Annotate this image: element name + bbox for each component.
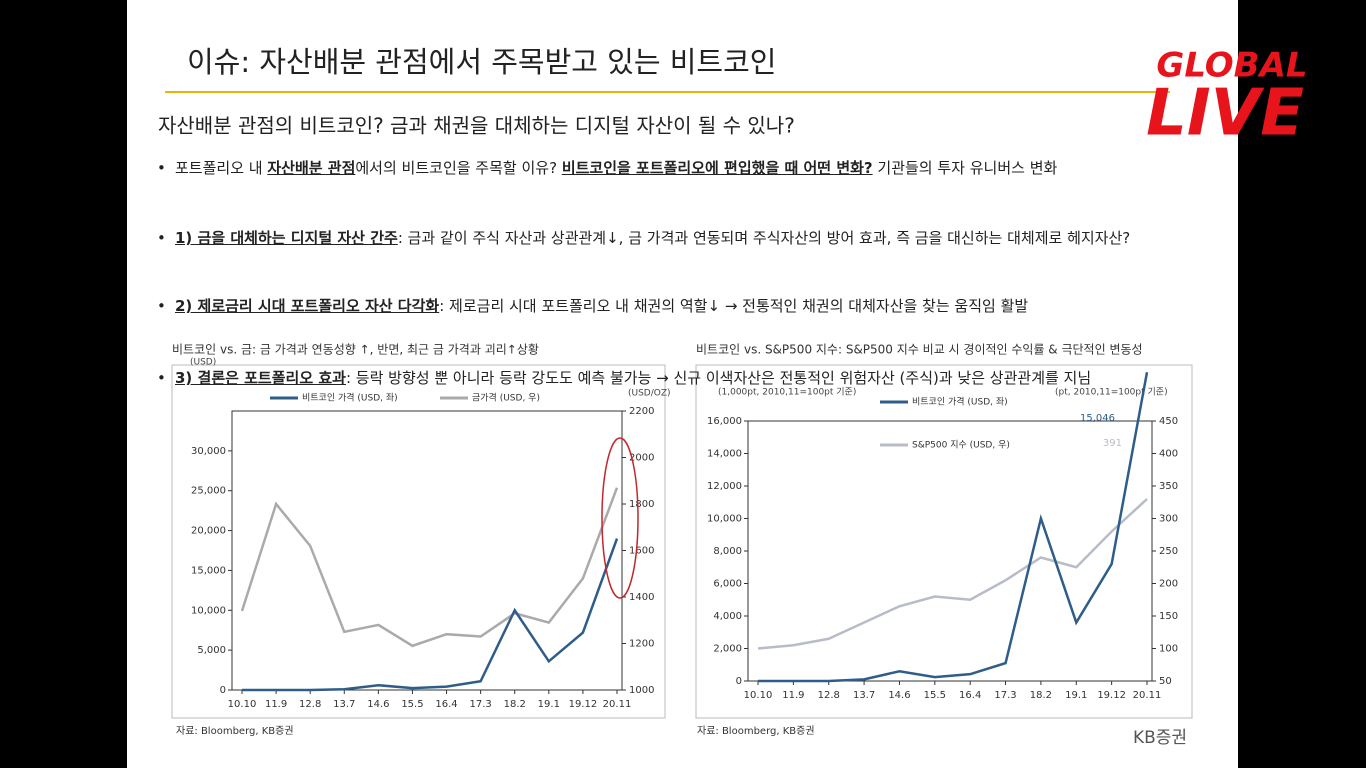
y-tick-label: 10,000 xyxy=(707,514,742,525)
series-line xyxy=(757,498,1148,650)
annotation: 391 xyxy=(1103,438,1122,449)
bullet-text: : 금과 같이 주식 자산과 상관관계↓, 금 가격과 연동되며 주식자산의 방… xyxy=(397,229,1131,247)
bullet: 1) 금을 대체하는 디지털 자산 간주: 금과 같이 주식 자산과 상관관계↓… xyxy=(157,223,1220,253)
x-tick-label: 19.1 xyxy=(538,699,560,710)
footer: KB증권 xyxy=(1133,728,1187,748)
x-tick-label: 16.4 xyxy=(435,699,457,710)
x-tick-label: 16.4 xyxy=(959,690,981,701)
y2-tick-label: 400 xyxy=(1159,449,1178,460)
x-tick-label: 19.1 xyxy=(1065,690,1087,701)
bullet-text: 에서의 비트코인을 주목할 이유? xyxy=(355,159,562,177)
series-line xyxy=(242,538,619,692)
y2-tick-label: 1400 xyxy=(629,592,654,603)
y2-tick-label: 50 xyxy=(1159,676,1172,687)
x-tick-label: 18.2 xyxy=(504,699,526,710)
y-tick-label: 15,000 xyxy=(191,565,226,576)
y-tick-label: 30,000 xyxy=(191,446,226,457)
bullet-text: 비트코인을 포트폴리오에 편입했을 때 어떤 변화? xyxy=(561,159,873,177)
subtitle: 자산배분 관점의 비트코인? 금과 채권을 대체하는 디지털 자산이 될 수 있… xyxy=(158,114,795,138)
bullet-text: : 제로금리 시대 포트폴리오 내 채권의 역할↓ → 전통적인 채권의 대체자… xyxy=(439,297,1029,315)
y-tick-label: 0 xyxy=(736,676,742,687)
x-tick-label: 20.11 xyxy=(603,699,632,710)
bullet-text: 2) 제로금리 시대 포트폴리오 자산 다각화 xyxy=(175,297,440,315)
legend-label: 비트코인 가격 (USD, 좌) xyxy=(912,396,1008,408)
bullet: 포트폴리오 내 자산배분 관점에서의 비트코인을 주목할 이유? 비트코인을 포… xyxy=(157,153,1220,183)
source: 자료: Bloomberg, KB증권 xyxy=(176,725,294,737)
chart-frame xyxy=(695,364,1193,719)
y2-tick-label: 150 xyxy=(1159,611,1178,622)
x-tick-label: 11.9 xyxy=(265,699,287,710)
chart-title: 비트코인 vs. S&P500 지수: S&P500 지수 비교 시 경이적인 … xyxy=(696,343,1143,357)
y-tick-label: 14,000 xyxy=(707,449,742,460)
x-tick-label: 17.3 xyxy=(470,699,492,710)
y2-tick-label: 1200 xyxy=(629,639,654,650)
y-tick-label: 16,000 xyxy=(707,416,742,427)
x-tick-label: 10.10 xyxy=(228,699,257,710)
x-tick-label: 15.5 xyxy=(401,699,423,710)
bullet-text: 포트폴리오 내 xyxy=(175,159,268,177)
series-line xyxy=(240,487,619,648)
x-tick-label: 20.11 xyxy=(1133,690,1162,701)
y-tick-label: 8,000 xyxy=(713,546,742,557)
y-tick-label: 10,000 xyxy=(191,605,226,616)
source: 자료: Bloomberg, KB증권 xyxy=(697,725,815,737)
chart-frame xyxy=(171,364,666,719)
y2-tick-label: 100 xyxy=(1159,644,1178,655)
x-tick-label: 18.2 xyxy=(1030,690,1052,701)
bullet: 2) 제로금리 시대 포트폴리오 자산 다각화: 제로금리 시대 포트폴리오 내… xyxy=(157,291,1220,321)
y-tick-label: 0 xyxy=(220,685,226,696)
y2-tick-label: 300 xyxy=(1159,514,1178,525)
y2-tick-label: 1000 xyxy=(629,685,654,696)
bullet-text: 기관들의 투자 유니버스 변화 xyxy=(872,159,1058,177)
y2-unit: (USD/OZ) xyxy=(628,389,671,399)
x-tick-label: 17.3 xyxy=(994,690,1016,701)
x-tick-label: 19.12 xyxy=(569,699,598,710)
x-tick-label: 10.10 xyxy=(744,690,773,701)
logo-bottom: LIVE xyxy=(1146,77,1304,151)
series-line xyxy=(758,372,1149,683)
y2-tick-label: 2200 xyxy=(629,406,654,417)
y2-tick-label: 350 xyxy=(1159,481,1178,492)
chart-title: 비트코인 vs. 금: 금 가격과 연동성향 ↑, 반면, 최근 금 가격과 괴… xyxy=(172,343,539,357)
y-tick-label: 20,000 xyxy=(191,526,226,537)
bullet-text: 자산배분 관점 xyxy=(267,159,356,177)
bullet: 3) 결론은 포트폴리오 효과: 등락 방향성 뿐 아니라 등락 강도도 예측 … xyxy=(157,363,1220,393)
x-tick-label: 12.8 xyxy=(818,690,840,701)
y-tick-label: 25,000 xyxy=(191,486,226,497)
x-tick-label: 14.6 xyxy=(367,699,389,710)
y2-tick-label: 1600 xyxy=(629,546,654,557)
legend-label: 비트코인 가격 (USD, 좌) xyxy=(302,392,398,404)
legend-label: S&P500 지수 (USD, 우) xyxy=(912,440,1010,451)
highlight-ellipse xyxy=(601,437,639,599)
x-tick-label: 13.7 xyxy=(333,699,355,710)
x-tick-label: 15.5 xyxy=(924,690,946,701)
bullet-text: 3) 결론은 포트폴리오 효과 xyxy=(175,369,346,387)
y-tick-label: 2,000 xyxy=(713,644,742,655)
x-tick-label: 14.6 xyxy=(888,690,910,701)
y-tick-label: 12,000 xyxy=(707,481,742,492)
bullet-text: 1) 금을 대체하는 디지털 자산 간주 xyxy=(175,229,398,247)
y-tick-label: 5,000 xyxy=(197,645,226,656)
bullet-text: : 등락 방향성 뿐 아니라 등락 강도도 예측 불가능 → 신규 이색자산은 … xyxy=(345,369,1092,387)
legend-label: 금가격 (USD, 우) xyxy=(472,392,540,404)
x-tick-label: 19.12 xyxy=(1097,690,1126,701)
logo-top: GLOBAL xyxy=(1156,46,1307,86)
y2-tick-label: 450 xyxy=(1159,416,1178,427)
y-tick-label: 6,000 xyxy=(713,579,742,590)
annotation: 15,046 xyxy=(1080,413,1115,424)
title: 이슈: 자산배분 관점에서 주목받고 있는 비트코인 xyxy=(187,45,776,79)
y2-tick-label: 1800 xyxy=(629,499,654,510)
y2-tick-label: 2000 xyxy=(629,453,654,464)
y-tick-label: 4,000 xyxy=(713,611,742,622)
x-tick-label: 12.8 xyxy=(299,699,321,710)
x-tick-label: 11.9 xyxy=(782,690,804,701)
y2-tick-label: 200 xyxy=(1159,579,1178,590)
x-tick-label: 13.7 xyxy=(853,690,875,701)
y2-tick-label: 250 xyxy=(1159,546,1178,557)
